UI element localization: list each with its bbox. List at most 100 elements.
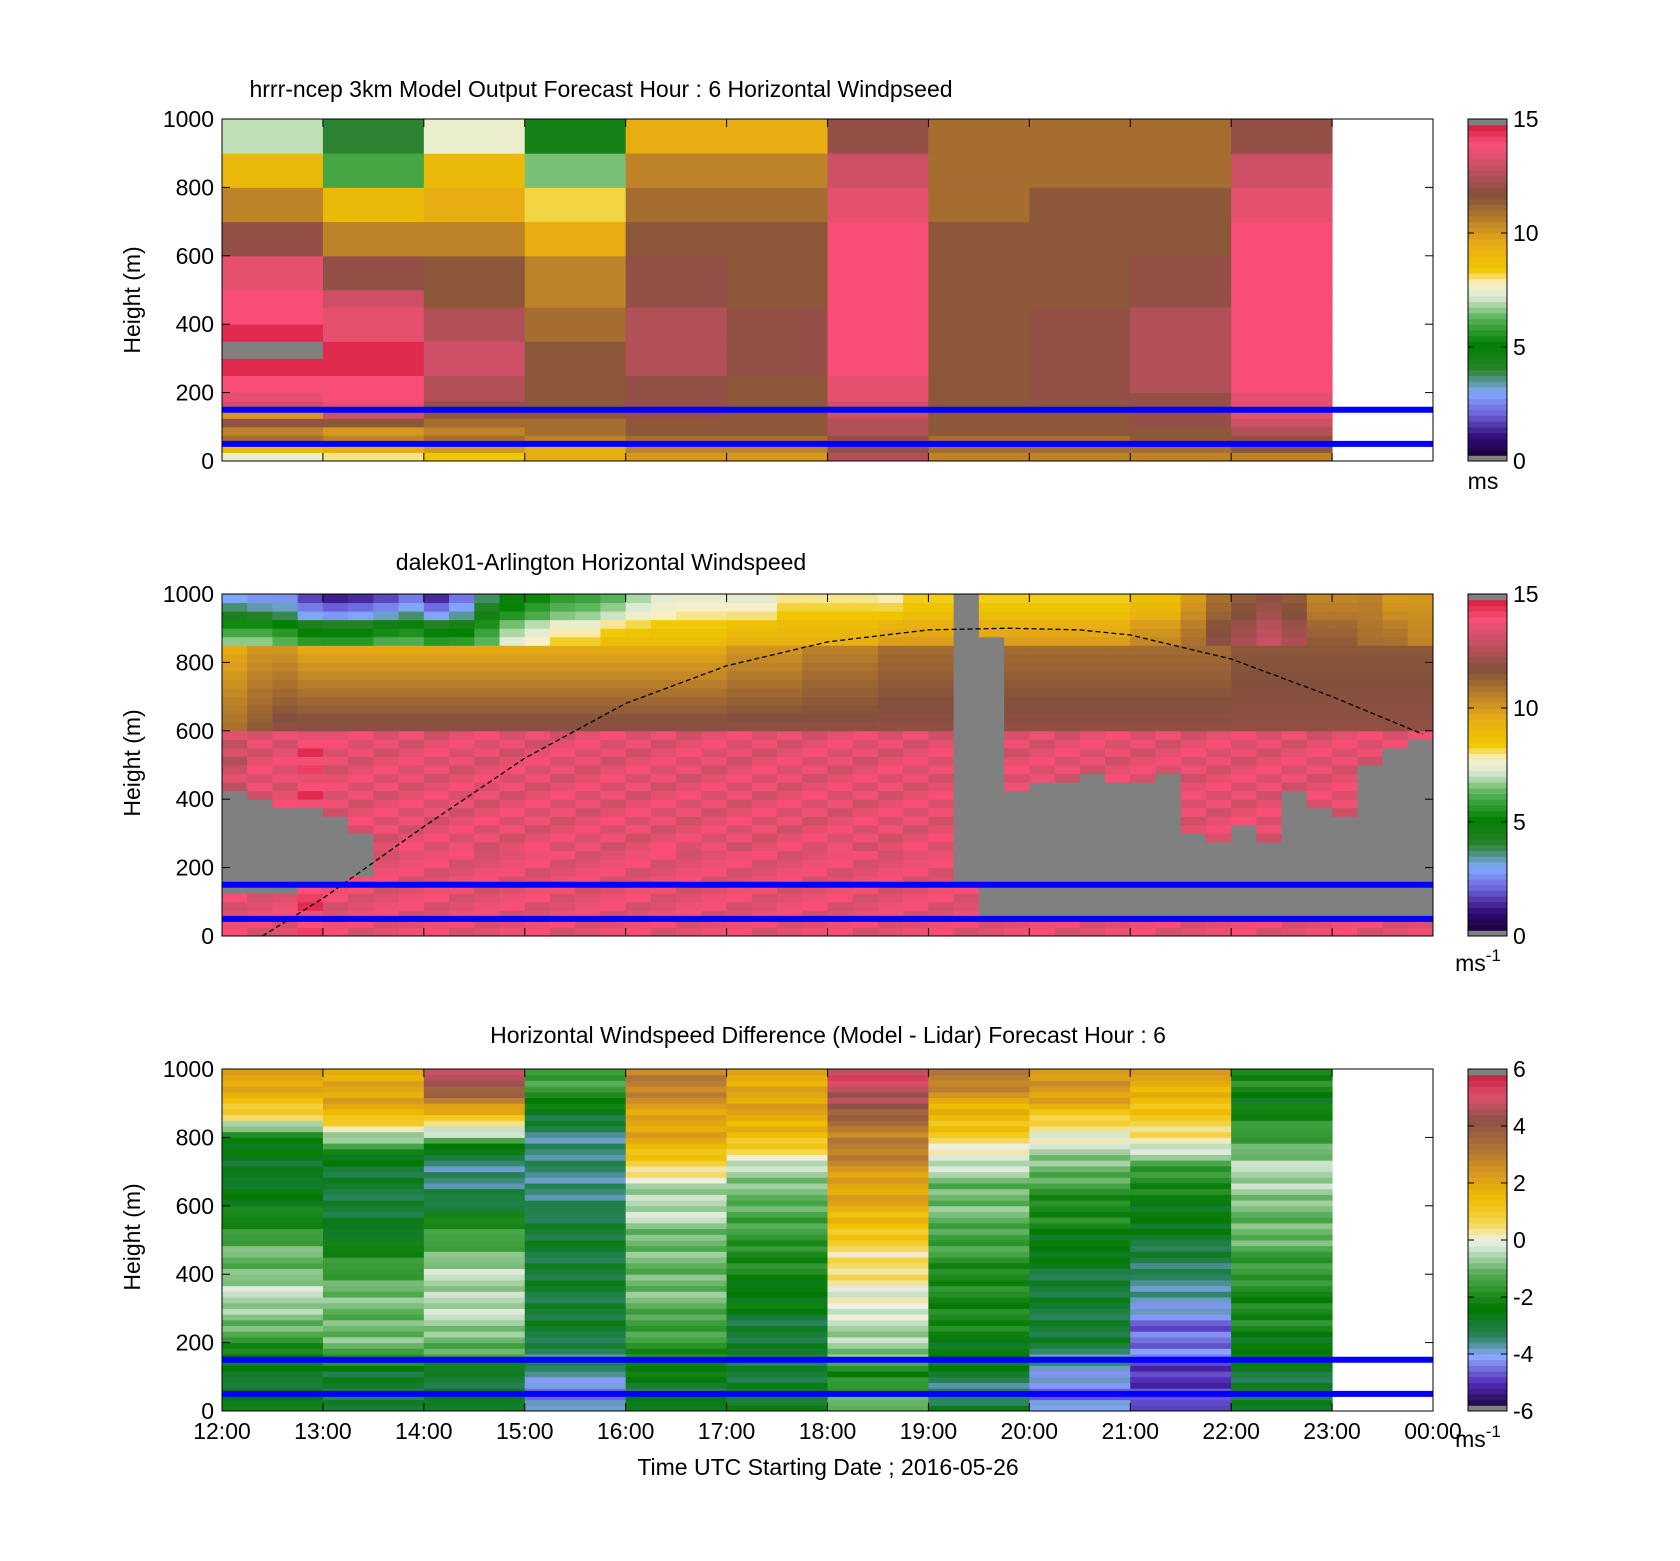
heatmap-cell	[1180, 824, 1207, 834]
heatmap-cell	[676, 824, 702, 834]
heatmap-cell	[423, 807, 450, 817]
heatmap-cell	[423, 1097, 526, 1104]
heatmap-cell	[877, 662, 904, 672]
heatmap-cell	[827, 901, 854, 911]
heatmap-cell	[827, 1126, 929, 1133]
heatmap-cell	[423, 1348, 526, 1355]
heatmap-cell	[701, 773, 728, 783]
heatmap-cell	[449, 918, 475, 928]
heatmap-cell	[322, 747, 349, 757]
heatmap-cell	[222, 1314, 324, 1321]
heatmap-cell	[449, 636, 475, 646]
colorbar-tick-label: 0	[1513, 448, 1526, 474]
heatmap-cell	[297, 807, 324, 817]
heatmap-cell	[928, 824, 955, 834]
heatmap-cell	[676, 893, 702, 903]
heatmap-cell	[297, 841, 324, 851]
heatmap-cell	[1155, 782, 1182, 792]
heatmap-cell	[524, 1376, 627, 1383]
heatmap-cell	[423, 799, 450, 809]
heatmap-cell	[928, 1217, 1030, 1224]
heatmap-cell	[423, 859, 450, 869]
heatmap-cell	[1281, 645, 1308, 655]
heatmap-cell	[726, 662, 753, 672]
heatmap-cell	[449, 713, 475, 723]
heatmap-cell	[726, 876, 753, 886]
heatmap-cell	[625, 1171, 728, 1178]
heatmap-cell	[524, 1382, 627, 1389]
heatmap-cell	[1407, 645, 1434, 655]
heatmap-cell	[928, 918, 955, 928]
heatmap-cell	[650, 705, 677, 715]
heatmap-cell	[928, 1200, 1030, 1207]
heatmap-cell	[1130, 1126, 1232, 1133]
heatmap-cell	[852, 799, 879, 809]
heatmap-cell	[1029, 1371, 1131, 1378]
heatmap-cell	[726, 1291, 828, 1298]
heatmap-cell	[1382, 602, 1409, 612]
heatmap-cell	[499, 833, 526, 843]
heatmap-cell	[1256, 850, 1283, 860]
heatmap-cell	[1029, 1382, 1131, 1389]
heatmap-cell	[222, 1228, 324, 1235]
heatmap-cell	[1004, 893, 1030, 903]
heatmap-cell	[449, 816, 475, 826]
heatmap-cell	[1054, 799, 1081, 809]
heatmap-cell	[1407, 918, 1434, 928]
heatmap-cell	[297, 747, 324, 757]
heatmap-cell	[222, 358, 324, 376]
heatmap-cell	[903, 594, 929, 604]
heatmap-cell	[600, 765, 627, 775]
heatmap-cell	[827, 876, 854, 886]
heatmap-cell	[1130, 255, 1232, 291]
heatmap-cell	[600, 636, 627, 646]
heatmap-cell	[903, 705, 929, 715]
heatmap-cell	[1004, 773, 1030, 783]
heatmap-cell	[1029, 1160, 1131, 1167]
heatmap-cell	[827, 1359, 929, 1366]
heatmap-cell	[827, 1211, 929, 1218]
heatmap-cell	[524, 1200, 627, 1207]
heatmap-cell	[423, 435, 526, 445]
heatmap-cell	[877, 705, 904, 715]
heatmap-cell	[953, 670, 980, 680]
heatmap-cell	[1180, 910, 1207, 920]
heatmap-cell	[928, 153, 1030, 188]
colorbar-swatch	[1468, 415, 1507, 422]
colorbar-swatch	[1468, 765, 1507, 772]
heatmap-cell	[877, 859, 904, 869]
heatmap-cell	[1231, 1228, 1333, 1235]
heatmap-cell	[1205, 867, 1232, 877]
heatmap-cell	[524, 893, 551, 903]
colorbar-swatch	[1468, 594, 1507, 601]
heatmap-cell	[322, 435, 425, 445]
heatmap-cell	[1105, 765, 1131, 775]
heatmap-cell	[877, 611, 904, 621]
heatmap-cell	[928, 841, 955, 851]
heatmap-cell	[222, 1097, 324, 1104]
heatmap-cell	[1407, 705, 1434, 715]
heatmap-cell	[1105, 807, 1131, 817]
heatmap-cell	[1029, 1291, 1131, 1298]
colorbar-swatch	[1468, 375, 1507, 382]
heatmap-cell	[1281, 824, 1308, 834]
heatmap-cell	[322, 688, 349, 698]
heatmap-cell	[1306, 901, 1333, 911]
heatmap-cell	[1029, 1399, 1131, 1406]
heatmap-cell	[1029, 1308, 1131, 1315]
heatmap-cell	[222, 1074, 324, 1081]
colorbar-swatch	[1468, 210, 1507, 217]
heatmap-cell	[726, 1074, 828, 1081]
heatmap-cell	[1407, 901, 1434, 911]
heatmap-cell	[222, 452, 324, 462]
heatmap-cell	[1205, 859, 1232, 869]
heatmap-cell	[524, 1365, 627, 1372]
heatmap-cell	[1130, 1154, 1232, 1161]
heatmap-cell	[575, 636, 601, 646]
heatmap-cell	[524, 619, 551, 629]
heatmap-cell	[423, 341, 526, 359]
heatmap-cell	[322, 773, 349, 783]
heatmap-cell	[928, 611, 955, 621]
heatmap-cell	[903, 841, 929, 851]
